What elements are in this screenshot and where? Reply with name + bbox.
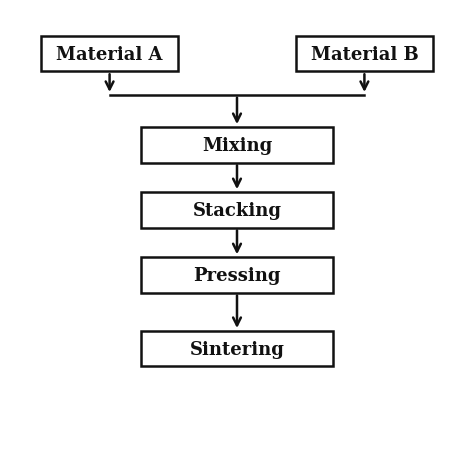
Bar <box>296 37 433 72</box>
Bar <box>141 128 333 163</box>
Text: Material B: Material B <box>310 46 418 64</box>
Bar <box>41 37 178 72</box>
Bar <box>141 258 333 293</box>
Text: Pressing: Pressing <box>193 266 281 284</box>
Bar <box>141 193 333 228</box>
Text: Stacking: Stacking <box>192 201 282 219</box>
Text: Material A: Material A <box>56 46 163 64</box>
Text: Mixing: Mixing <box>202 136 272 154</box>
Text: Sintering: Sintering <box>190 340 284 358</box>
Bar <box>141 331 333 367</box>
